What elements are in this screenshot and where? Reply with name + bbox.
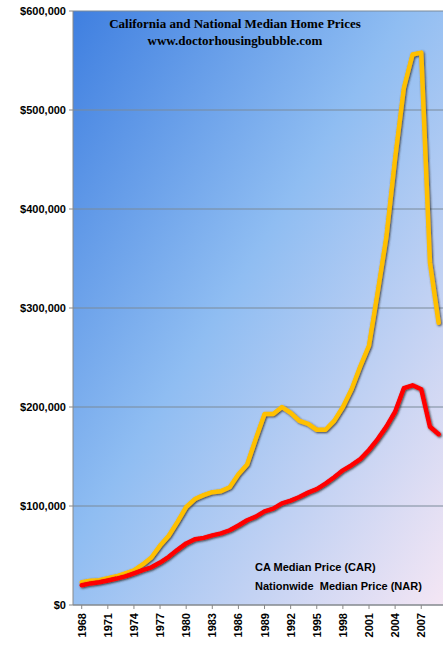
x-tick-label: 1998 [337,613,349,637]
x-tick-label: 1989 [259,613,271,637]
tick-mark [186,605,187,609]
x-tick-label: 1977 [154,613,166,637]
tick-mark [107,605,108,609]
grid-line [73,308,443,309]
y-tick-label: $300,000 [20,302,66,314]
tick-mark [316,605,317,609]
x-tick-label: 2004 [389,612,401,637]
tick-mark [69,605,73,606]
grid-line [73,605,443,606]
series-line [82,53,439,583]
tick-mark [212,605,213,609]
tick-mark [133,605,134,609]
title: California and National Median Home Pric… [109,16,361,31]
x-tick-label: 1974 [128,612,140,637]
tick-mark [81,605,82,609]
tick-mark [290,605,291,609]
tick-mark [69,506,73,507]
y-tick-label: $0 [54,599,66,611]
subtitle: www.doctorhousingbubble.com [148,33,323,48]
series-line [82,385,439,585]
tick-mark [421,605,422,609]
tick-mark [69,11,73,12]
y-tick-label: $100,000 [20,500,66,512]
chart: $0 $100,000 $200,000 $300,000 $400,000 $500,0… [0,0,447,651]
x-tick-label: 2001 [363,613,375,637]
tick-mark [395,605,396,609]
legend-label: Nationwide Median Price (NAR) [255,580,422,592]
x-tick-label: 1980 [180,613,192,637]
x-tick-label: 1968 [76,613,88,637]
x-axis [73,605,443,606]
legend-swatch [215,565,247,570]
legend-label: CA Median Price (CAR) [255,561,376,573]
y-tick-label: $500,000 [20,104,66,116]
tick-mark [69,308,73,309]
tick-mark [160,605,161,609]
tick-mark [238,605,239,609]
x-tick-label: 1971 [102,613,114,637]
grid-line [73,110,443,111]
tick-mark [69,407,73,408]
tick-mark [369,605,370,609]
grid-line [73,506,443,507]
y-tick-label: $400,000 [20,203,66,215]
y-tick-label: $600,000 [20,5,66,17]
x-tick-label: 1992 [285,613,297,637]
plot-area [73,11,443,605]
x-tick-label: 1983 [206,613,218,637]
y-axis [73,11,74,605]
grid-line [73,407,443,408]
series-group [82,53,439,586]
legend: CA Median Price (CAR) Nationwide Median P… [215,561,422,592]
tick-mark [264,605,265,609]
tick-mark [69,110,73,111]
y-tick-label: $200,000 [20,401,66,413]
x-tick-label: 1995 [311,613,323,637]
x-tick-label: 2007 [415,613,427,637]
x-tick-label: 1986 [232,613,244,637]
legend-swatch [215,584,247,589]
grid-line [73,11,443,12]
tick-mark [69,209,73,210]
tick-mark [342,605,343,609]
